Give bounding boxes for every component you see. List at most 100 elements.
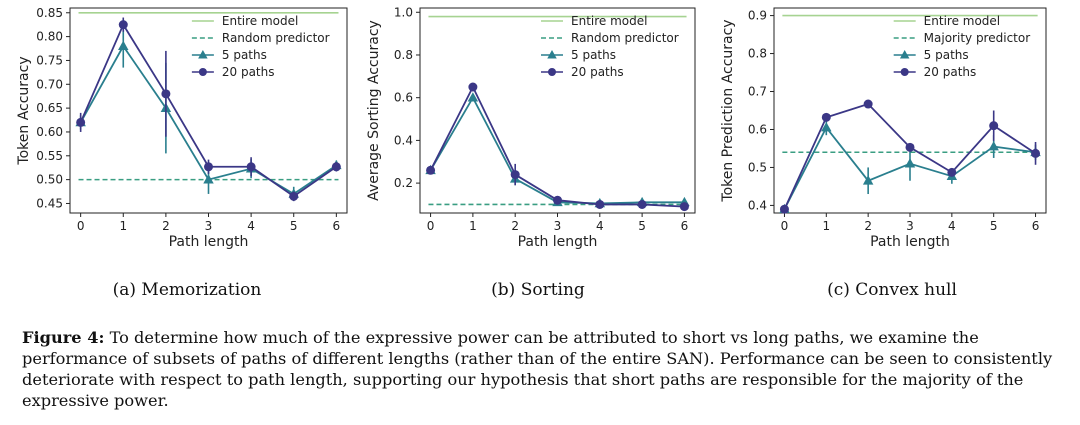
legend-marker-triangle [547, 50, 557, 59]
y-tick-label: 0.80 [36, 30, 63, 44]
x-tick-label: 3 [554, 219, 562, 233]
y-tick-label: 0.85 [36, 6, 63, 20]
subcaption-b: (b) Sorting [491, 280, 585, 300]
legend: Entire model Random predictor 5 paths 20 pa… [191, 14, 330, 79]
x-tick-label: 5 [990, 219, 998, 233]
y-tick-label: 0.75 [36, 53, 63, 67]
x-tick-label: 6 [333, 219, 341, 233]
x-tick-label: 0 [781, 219, 789, 233]
figure-caption-text: To determine how much of the expressive … [22, 328, 1053, 410]
y-tick-label: 0.2 [394, 176, 413, 190]
data-point-circle [947, 167, 957, 177]
x-tick-label: 1 [119, 219, 127, 233]
y-tick-label: 0.65 [36, 101, 63, 115]
chart-panel-1: 0.2 0.4 0.6 0.8 1.0 0 1 2 3 4 5 6 Path length Average… [366, 5, 696, 250]
figure-caption-label: Figure 4: [22, 328, 105, 347]
x-tick-label: 5 [638, 219, 646, 233]
x-tick-label: 0 [77, 219, 85, 233]
y-tick-label: 0.4 [748, 198, 767, 212]
legend-marker-triangle [899, 50, 910, 59]
data-point-circle [331, 162, 341, 172]
x-tick-label: 0 [427, 219, 435, 233]
legend: Entire model Random predictor 5 paths 20 pa… [541, 14, 679, 79]
data-point-triangle [904, 158, 916, 168]
x-tick-label: 2 [511, 219, 519, 233]
legend-label: Entire model [571, 14, 647, 28]
series-5-paths [75, 24, 342, 202]
data-point-circle [118, 20, 128, 30]
x-tick-label: 6 [681, 219, 689, 233]
data-point-circle [161, 89, 171, 99]
data-point-circle [595, 199, 605, 209]
y-tick-label: 0.8 [394, 48, 413, 62]
y-tick-label: 0.8 [748, 47, 767, 61]
data-point-circle [679, 202, 689, 212]
y-tick-label: 0.9 [748, 9, 767, 23]
data-point-circle [204, 162, 213, 172]
y-tick-label: 0.70 [36, 77, 63, 91]
data-point-triangle [203, 174, 214, 184]
legend-marker-circle [198, 68, 207, 76]
y-tick-label: 0.45 [36, 196, 63, 210]
series-20-paths [76, 17, 341, 202]
subcaption-c: (c) Convex hull [827, 280, 957, 300]
legend-label: 20 paths [222, 65, 275, 79]
data-point-circle [863, 99, 873, 109]
x-axis-label: Path length [169, 234, 249, 250]
chart-panel-2: 0.4 0.5 0.6 0.7 0.8 0.9 0 1 2 3 4 5 6 Path length Toke… [720, 7, 1047, 250]
x-tick-label: 2 [162, 219, 170, 233]
y-tick-label: 0.55 [36, 149, 63, 163]
data-point-circle [289, 191, 299, 201]
legend-marker-triangle [198, 50, 208, 59]
y-tick-label: 0.7 [748, 85, 767, 99]
series-line [429, 95, 685, 205]
data-point-circle [821, 112, 831, 122]
y-axis-label: Token Prediction Accuracy [720, 19, 736, 202]
chart-panel-0: 0.45 0.50 0.55 0.60 0.65 0.70 0.75 0.80 0.85 0 1 2 3… [16, 6, 348, 250]
data-point-circle [246, 162, 256, 172]
series-5-paths [425, 92, 690, 208]
y-tick-label: 0.4 [394, 133, 413, 147]
data-point-circle [468, 82, 478, 92]
subcaption-a: (a) Memorization [112, 280, 262, 300]
x-tick-label: 5 [290, 219, 298, 233]
legend-label: Majority predictor [924, 31, 1031, 45]
data-point-triangle [862, 175, 874, 185]
figure-charts: 0.450.500.550.600.650.700.750.800.850 1 2 3… [16, 5, 1047, 250]
data-point-circle [510, 170, 520, 180]
legend-label: 5 paths [222, 48, 267, 62]
data-point-triangle [467, 92, 479, 102]
legend-label: Random predictor [571, 31, 679, 45]
data-point-circle [1031, 148, 1041, 158]
legend-label: 20 paths [571, 65, 624, 79]
x-tick-label: 1 [469, 219, 477, 233]
y-axis-label: Average Sorting Accuracy [366, 20, 382, 201]
data-point-circle [779, 204, 789, 214]
legend-marker-circle [900, 68, 909, 76]
y-tick-label: 0.6 [748, 122, 767, 136]
data-point-triangle [988, 141, 999, 151]
data-point-circle [553, 195, 562, 205]
figure-caption: Figure 4: To determine how much of the e… [22, 327, 1067, 411]
legend: Entire model Majority predictor 5 paths 20 … [893, 14, 1031, 79]
legend-label: Entire model [222, 14, 298, 28]
x-tick-label: 6 [1032, 219, 1040, 233]
legend-label: Entire model [924, 14, 1000, 28]
y-tick-label: 0.60 [36, 125, 63, 139]
y-tick-label: 0.50 [36, 173, 63, 187]
data-point-triangle [118, 40, 129, 50]
legend-label: Random predictor [222, 31, 330, 45]
x-axis-label: Path length [870, 234, 950, 250]
y-tick-label: 1.0 [394, 5, 413, 19]
legend-label: 5 paths [924, 48, 969, 62]
data-point-circle [426, 165, 436, 175]
legend-marker-circle [548, 68, 556, 76]
x-tick-label: 4 [247, 219, 255, 233]
data-point-circle [905, 142, 915, 152]
series-20-paths [779, 99, 1041, 214]
y-axis-label: Token Accuracy [16, 56, 32, 165]
y-tick-label: 0.6 [394, 91, 413, 105]
x-axis-label: Path length [518, 234, 598, 250]
x-tick-label: 3 [205, 219, 213, 233]
x-tick-label: 4 [596, 219, 604, 233]
